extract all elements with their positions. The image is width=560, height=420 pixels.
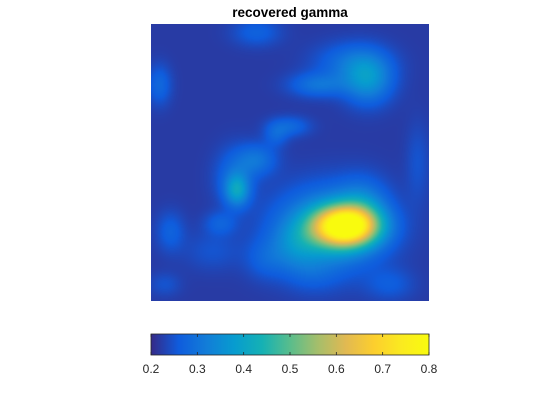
colorbar-tick-label: 0.8 — [421, 362, 438, 376]
heatmap-plot — [151, 24, 429, 301]
heatmap-image — [151, 24, 429, 301]
colorbar-tick-labels: 0.2 0.3 0.4 0.5 0.6 0.7 0.8 — [143, 362, 438, 376]
colorbar-tick-label: 0.6 — [328, 362, 345, 376]
colorbar: 0.2 0.3 0.4 0.5 0.6 0.7 0.8 — [143, 333, 438, 376]
colorbar-tick-label: 0.7 — [374, 362, 391, 376]
heatmap-image-container — [151, 24, 429, 301]
colorbar-tick-label: 0.5 — [282, 362, 299, 376]
colorbar-tick-label: 0.3 — [189, 362, 206, 376]
chart-title: recovered gamma — [232, 5, 348, 20]
colorbar-tick-label: 0.2 — [143, 362, 160, 376]
colorbar-gradient — [151, 334, 429, 355]
colorbar-tick-label: 0.4 — [235, 362, 252, 376]
colorbar-frame — [150, 333, 430, 356]
